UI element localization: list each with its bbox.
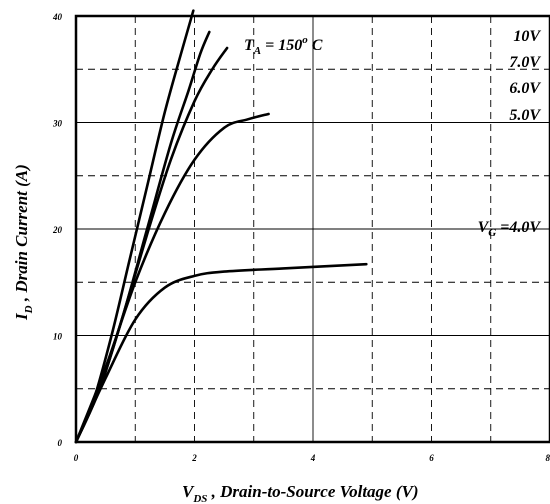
x-tick-label: 6 [429,453,434,463]
series-labels: 10V 7.0V 6.0V 5.0V [509,28,541,124]
vg-annotation: VG =4.0V [478,219,542,239]
temp-subscript: A [253,45,261,57]
temp-degree: o [302,34,308,46]
series-label-6v: 6.0V [509,80,541,97]
y-axis-subscript: D [23,305,35,314]
temp-symbol: T [244,37,255,54]
series-line-3 [74,112,270,444]
series-line-4 [74,262,368,444]
x-tick-label: 8 [546,453,550,463]
series-line-1 [74,30,211,444]
temp-unit: C [308,37,323,54]
series-label-10v: 10V [513,28,541,45]
vg-value: =4.0V [496,219,541,236]
series-group [74,9,368,444]
x-axis-rest: , Drain-to-Source Voltage (V) [207,482,418,501]
vg-subscript: G [488,227,496,239]
series-label-5v: 5.0V [509,107,541,124]
y-axis-symbol: I [12,312,31,321]
y-tick-label: 30 [52,119,63,129]
vg-symbol: V [478,219,490,236]
y-axis-rest: , Drain Current (A) [12,164,31,305]
temperature-annotation: TA = 150o C [244,34,323,57]
y-tick-label: 20 [52,225,63,235]
y-tick-label: 40 [52,12,63,22]
x-tick-label: 0 [74,453,79,463]
x-tick-label: 4 [310,453,316,463]
x-axis-symbol: V [182,482,195,501]
x-axis-subscript: DS [192,493,207,504]
y-tick-label: 0 [58,438,63,448]
series-label-7v: 7.0V [509,54,541,71]
temp-value: = 150 [261,37,302,54]
tick-labels: 0 2 4 6 8 0 10 20 30 40 [52,12,550,463]
y-axis-title: ID , Drain Current (A) [12,164,35,321]
y-tick-label: 10 [53,332,63,342]
plot-frame [74,14,550,444]
series-line-2 [74,46,229,444]
x-axis-title: VDS , Drain-to-Source Voltage (V) [182,482,419,504]
x-tick-label: 2 [191,453,197,463]
series-line-0 [74,9,195,444]
